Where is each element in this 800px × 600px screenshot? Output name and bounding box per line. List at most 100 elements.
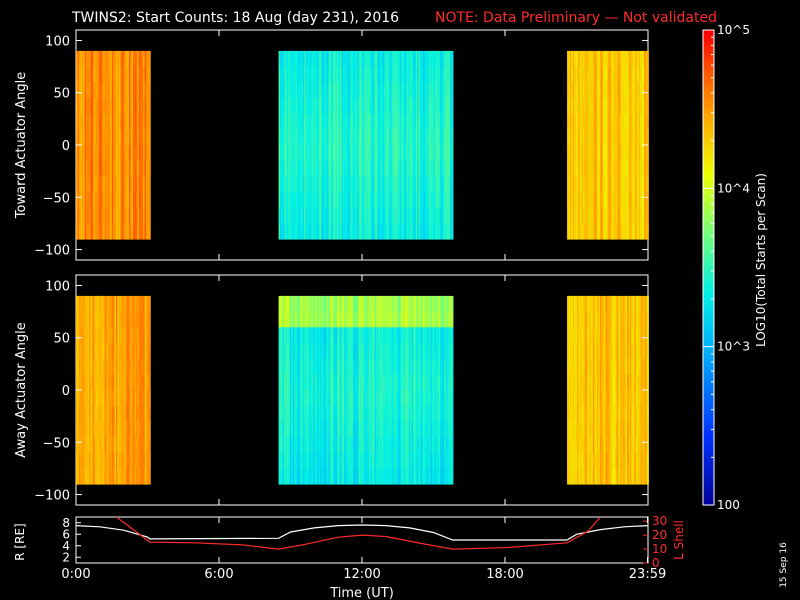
toward-cell [578,129,581,146]
toward-cell [120,50,123,68]
toward-cell [625,207,628,224]
toward-cell [445,176,448,193]
away-cell [341,311,344,328]
away-cell [294,374,297,391]
toward-cell [443,160,445,177]
away-cell [317,342,320,360]
away-cell [334,452,337,469]
toward-cell [281,145,284,162]
away-cell [405,327,408,344]
away-cell [572,421,575,438]
toward-cell [86,176,88,193]
toward-cell [84,192,87,209]
toward-cell [624,223,626,240]
toward-cell [635,160,638,177]
toward-cell [291,97,294,115]
away-cell [437,327,440,344]
toward-cell [427,113,430,130]
away-cell [350,327,352,344]
toward-cell [632,207,635,224]
away-cell [328,374,331,391]
toward-cell [588,129,591,146]
away-cell [121,452,124,469]
toward-cell [294,82,297,99]
toward-cell [398,97,401,115]
toward-cell [83,160,85,177]
toward-cell [345,82,348,99]
toward-cell [576,223,579,240]
away-cell [448,390,451,407]
away-cell [121,342,124,360]
toward-cell [364,129,367,146]
toward-cell [76,66,78,83]
away-cell [146,390,148,407]
away-cell [338,405,341,422]
toward-cell [278,50,281,68]
toward-cell [134,223,137,240]
away-cell [104,437,107,454]
away-cell [90,468,93,485]
away-cell [308,342,311,360]
toward-cell [107,97,110,115]
toward-cell [83,192,85,209]
away-cell [84,468,87,485]
toward-cell [361,97,364,115]
away-cell [116,295,118,313]
toward-cell [392,160,395,177]
toward-cell [81,160,84,177]
away-cell [360,295,362,313]
toward-cell [103,113,105,130]
away-cell [400,374,402,391]
away-cell [372,374,375,391]
away-cell [103,421,105,438]
toward-cell [392,192,395,209]
toward-cell [304,145,307,162]
toward-cell [423,50,425,68]
away-cell [100,358,103,375]
away-cell [137,468,140,485]
away-cell [360,358,362,375]
toward-cell [395,223,398,240]
away-cell [146,311,148,328]
toward-cell [410,66,412,83]
toward-cell [103,50,105,68]
toward-cell [423,145,425,162]
away-cell [344,295,347,313]
toward-cell [93,145,95,162]
away-cell [420,390,422,407]
toward-cell [375,223,378,240]
away-cell [317,421,320,438]
toward-cell [433,192,435,209]
away-cell [347,358,350,375]
away-cell [330,421,332,438]
away-cell [395,342,398,360]
toward-cell [126,82,128,99]
away-cell [337,421,340,438]
toward-cell [644,176,647,193]
away-cell [345,452,348,469]
toward-cell [451,113,454,130]
away-cell [431,374,434,391]
toward-cell [614,145,616,162]
away-cell [325,358,328,375]
toward-cell [137,66,140,83]
toward-cell [609,50,612,68]
toward-cell [642,129,645,146]
toward-cell [575,223,578,240]
away-cell [305,468,308,485]
away-cell [298,327,301,344]
toward-cell [117,113,120,130]
toward-cell [110,50,113,68]
away-cell [302,405,305,422]
toward-cell [407,160,410,177]
away-cell [423,374,425,391]
toward-cell [101,97,104,115]
away-cell [354,327,357,344]
away-cell [127,437,130,454]
toward-cell [93,192,95,209]
away-cell [569,327,572,344]
away-cell [394,421,397,438]
toward-cell [619,145,622,162]
toward-cell [358,66,361,83]
toward-cell [621,176,624,193]
